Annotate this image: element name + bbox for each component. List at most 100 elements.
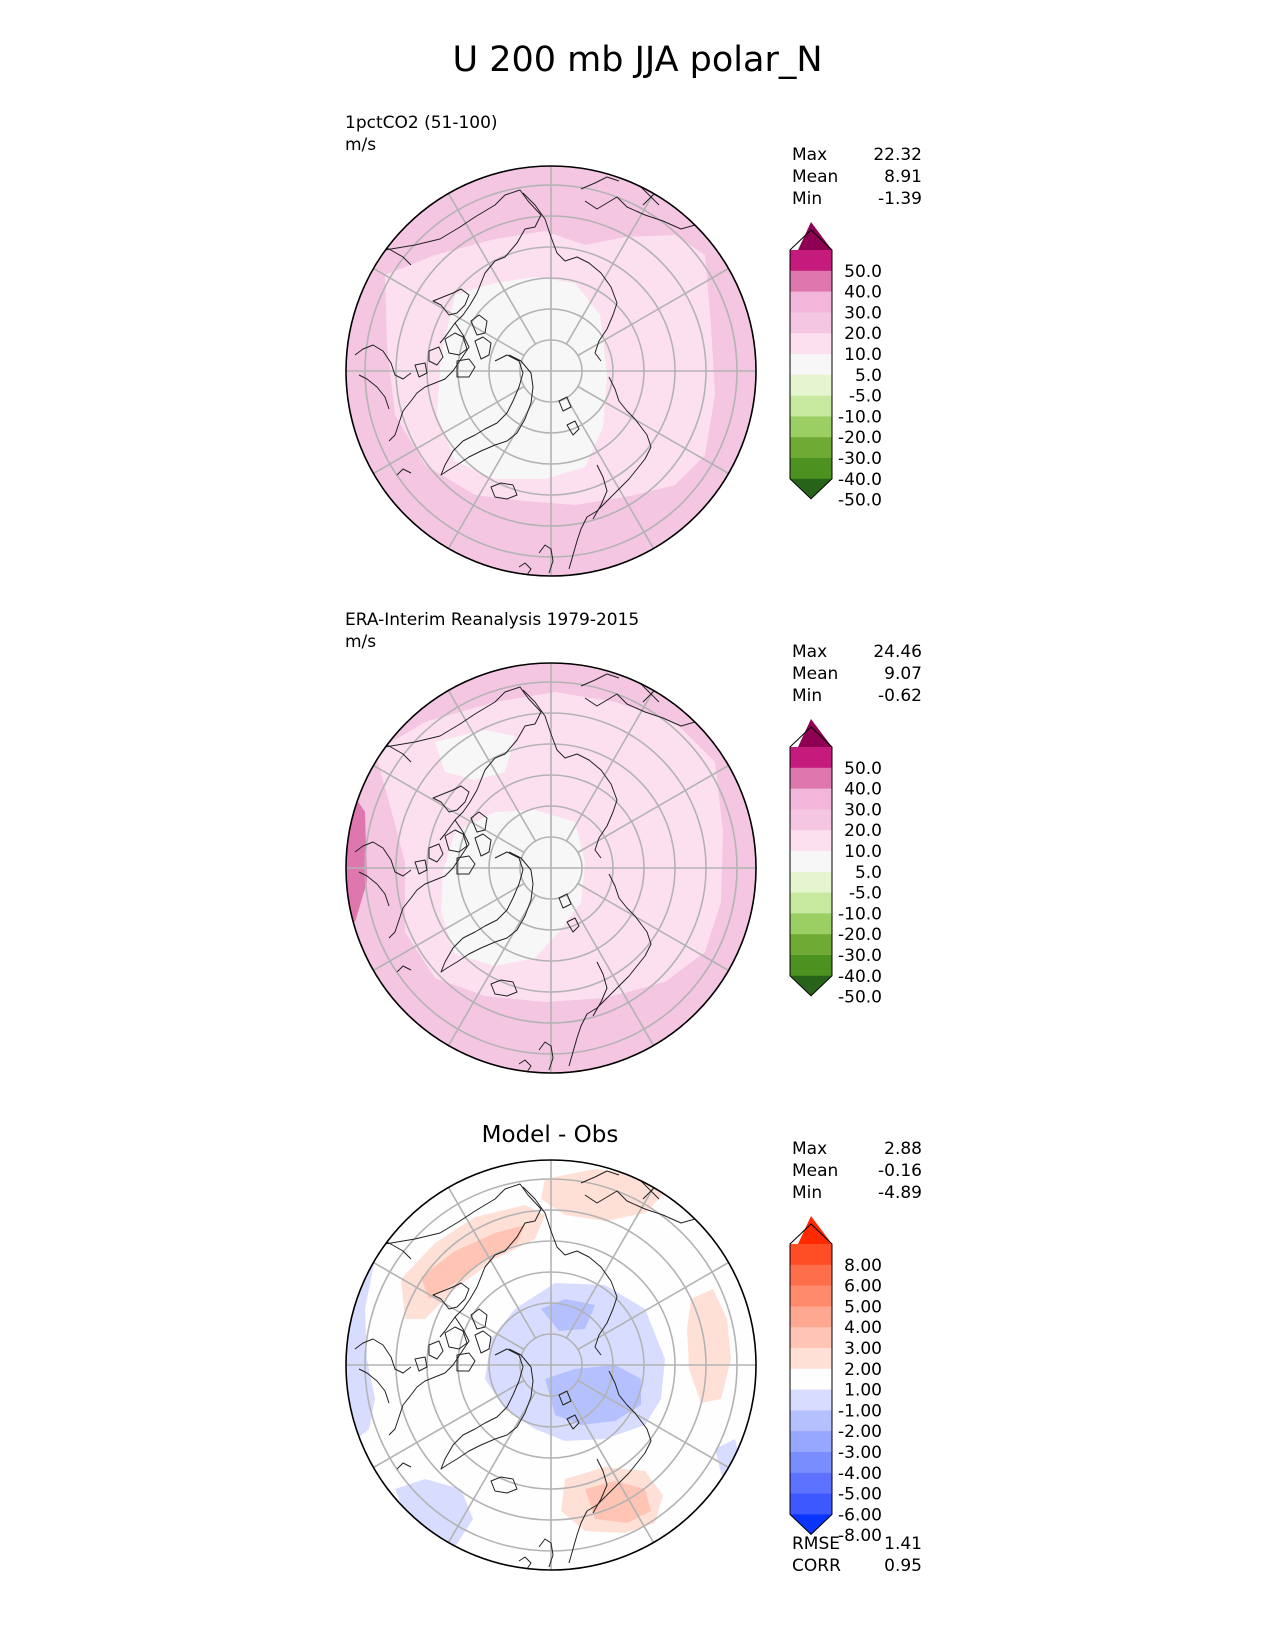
stats-box: Max 22.32 Mean 8.91 Min -1.39 <box>792 144 922 210</box>
coastline-path <box>384 686 542 841</box>
coastline-path <box>384 1183 542 1338</box>
colorbar-tick-label: 30.0 <box>844 800 882 820</box>
coastline-path <box>396 965 412 973</box>
coastline-path <box>456 1352 476 1372</box>
coastline-path <box>580 176 620 190</box>
coastline-path <box>432 785 470 813</box>
coastline-path <box>440 354 534 476</box>
colorbar-segment <box>790 333 832 355</box>
coastline-path <box>444 829 468 853</box>
colorbar-segment <box>790 1389 832 1411</box>
coastline-path <box>388 1316 470 1436</box>
contour-neg2-neg3 <box>545 1365 641 1425</box>
coastline-path <box>456 358 476 378</box>
colorbar-segment <box>790 1264 832 1287</box>
colorbar-tick-label: 30.0 <box>844 303 882 323</box>
contour-neg5-5 <box>441 810 585 966</box>
metric-corr-value: 0.95 <box>884 1556 922 1576</box>
stat-mean-value: 9.07 <box>884 664 922 684</box>
colorbar-tick-label: 40.0 <box>844 780 882 800</box>
map-boundary <box>345 662 757 1074</box>
coastline-path <box>518 562 532 576</box>
coastline-path <box>474 336 492 360</box>
panel-title-text: ERA-Interim Reanalysis 1979-2015 <box>345 610 640 630</box>
meridian-line <box>577 1261 729 1351</box>
panel-units: m/s <box>345 632 377 652</box>
colorbar-tick-label: -10.0 <box>838 904 882 924</box>
panel-title-text: 1pctCO2 (51-100) <box>345 113 498 133</box>
meridian-line <box>565 1187 655 1339</box>
colorbar-tick-label: 1.00 <box>844 1381 882 1401</box>
coastline-path <box>538 1538 554 1568</box>
colorbar-segment <box>790 416 832 438</box>
coastline-path <box>592 961 608 1017</box>
coastline-path <box>432 288 470 316</box>
coastline-path <box>414 362 428 378</box>
coastline-path <box>414 859 428 875</box>
colorbar-segment <box>790 934 832 956</box>
contour-neg5-5 <box>435 730 515 780</box>
meridian-line <box>373 764 525 854</box>
colorbar-extend-bottom <box>790 478 832 499</box>
coastline-path <box>568 376 652 570</box>
coastline-path <box>358 871 390 907</box>
meridian-line <box>577 764 729 854</box>
colorbar-tick-label: -10.0 <box>838 407 882 427</box>
metric-rmse-value: 1.41 <box>884 1534 922 1554</box>
meridian-line <box>565 1391 655 1543</box>
panel-units: m/s <box>345 135 377 155</box>
polar-map <box>345 1159 757 1571</box>
colorbar-extend-bottom <box>790 975 832 996</box>
colorbar-tick-label: -50.0 <box>838 988 882 1008</box>
panel-title: ERA-Interim Reanalysis 1979-2015 m/s <box>345 609 639 653</box>
colorbar: 50.040.030.020.010.05.0-5.0-10.0-20.0-30… <box>789 719 882 1008</box>
meridian-line <box>373 267 525 357</box>
coastline-path <box>414 1356 428 1372</box>
coastline-path <box>428 1340 444 1360</box>
polar-map <box>345 662 757 1074</box>
map-boundary <box>345 1159 757 1571</box>
colorbar-segment <box>790 913 832 935</box>
coastline-path <box>354 841 412 877</box>
coastline-path <box>428 346 444 366</box>
coastline-path <box>470 314 488 336</box>
coastline-path <box>396 468 412 476</box>
coastline-path <box>444 332 468 356</box>
colorbar-segment <box>790 1452 832 1474</box>
coastline-path <box>566 420 580 436</box>
meridian-line <box>565 690 655 842</box>
coastline-path <box>358 1368 390 1404</box>
colorbar-tick-label: -6.00 <box>838 1505 882 1525</box>
colorbar-outline <box>789 726 833 997</box>
stat-min-label: Min <box>792 1183 823 1203</box>
coastlines <box>354 176 720 576</box>
contour-10-20 <box>737 285 756 405</box>
coastline-path <box>440 851 534 973</box>
meridian-line <box>577 385 729 475</box>
colorbar-segment <box>790 458 832 480</box>
metrics-box: RMSE 1.41 CORR 0.95 <box>792 1533 922 1577</box>
colorbar-segment <box>790 312 832 334</box>
colorbar-tick-label: 40.0 <box>844 283 882 303</box>
map-field <box>346 1160 756 1570</box>
stat-mean-label: Mean <box>792 167 839 187</box>
colorbar-segment <box>790 1244 832 1266</box>
colorbar-tick-label: 20.0 <box>844 821 882 841</box>
colorbar-segment <box>790 1410 832 1432</box>
stats-box: Max 24.46 Mean 9.07 Min -0.62 <box>792 641 922 707</box>
coastline-path <box>428 843 444 863</box>
coastline-path <box>538 1041 554 1071</box>
colorbar-extend-top <box>798 719 832 747</box>
meridian-line <box>447 690 537 842</box>
figure-title: U 200 mb JJA polar_N <box>452 40 823 80</box>
colorbar-tick-label: 8.00 <box>844 1256 882 1276</box>
stat-max-value: 24.46 <box>873 642 922 662</box>
colorbar-tick-label: -3.00 <box>838 1443 882 1463</box>
meridian-line <box>577 882 729 972</box>
colorbar-tick-label: -2.00 <box>838 1422 882 1442</box>
colorbar-tick-label: 5.0 <box>855 366 882 386</box>
colorbar-segment <box>790 291 832 313</box>
map-field <box>346 166 756 576</box>
colorbar-tick-label: 4.00 <box>844 1318 882 1338</box>
panel-title: 1pctCO2 (51-100) m/s <box>345 112 498 156</box>
